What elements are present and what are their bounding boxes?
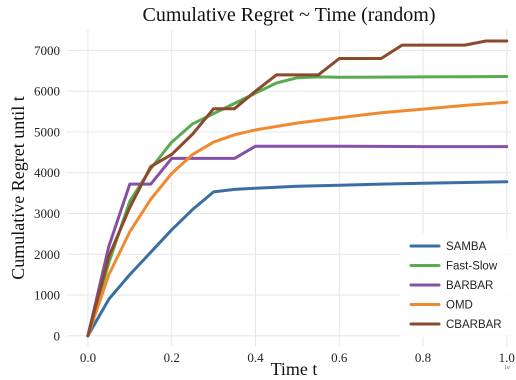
x-tick-label: 0.2: [164, 350, 180, 365]
y-tick-label: 1000: [34, 288, 60, 303]
y-tick-label: 2000: [34, 247, 60, 262]
series-line-omd: [86, 100, 509, 338]
legend-label-cbarbar: CBARBAR: [446, 319, 502, 331]
y-tick-labels: 0 1000 2000 3000 4000 5000 6000 7000: [34, 43, 60, 343]
x-tick-label: 0.8: [415, 350, 431, 365]
y-tick-label: 3000: [34, 206, 60, 221]
series-lines: [86, 39, 509, 338]
series-line-samba: [86, 180, 509, 338]
y-tick-label: 6000: [34, 84, 60, 99]
y-axis-title: Cumulative Regret until t: [8, 96, 28, 279]
legend-label-samba: SAMBA: [446, 241, 487, 253]
x-axis-title: Time t: [271, 359, 318, 379]
x-tick-labels: 0.0 0.2 0.4 0.6 0.8 1.0: [80, 350, 515, 365]
x-axis-offset-label: 1e: [504, 365, 510, 371]
legend-label-barbar: BARBAR: [446, 280, 493, 292]
y-tick-label: 7000: [34, 43, 60, 58]
series-line-cbarbar: [86, 39, 509, 338]
x-tick-label: 0.6: [331, 350, 348, 365]
series-line-barbar: [86, 144, 509, 338]
y-tick-label: 0: [54, 328, 61, 343]
y-tick-label: 5000: [34, 124, 60, 139]
y-tick-label: 4000: [34, 165, 60, 180]
legend-label-omd: OMD: [446, 300, 473, 312]
x-tick-label: 0.0: [80, 350, 96, 365]
legend-label-fast-slow: Fast-Slow: [446, 261, 498, 273]
chart-title: Cumulative Regret ~ Time (random): [142, 4, 435, 26]
x-tick-label: 0.4: [247, 350, 264, 365]
legend: SAMBA Fast-Slow BARBAR OMD CBARBAR: [400, 233, 510, 337]
x-tick-label: 1.0: [499, 350, 515, 365]
